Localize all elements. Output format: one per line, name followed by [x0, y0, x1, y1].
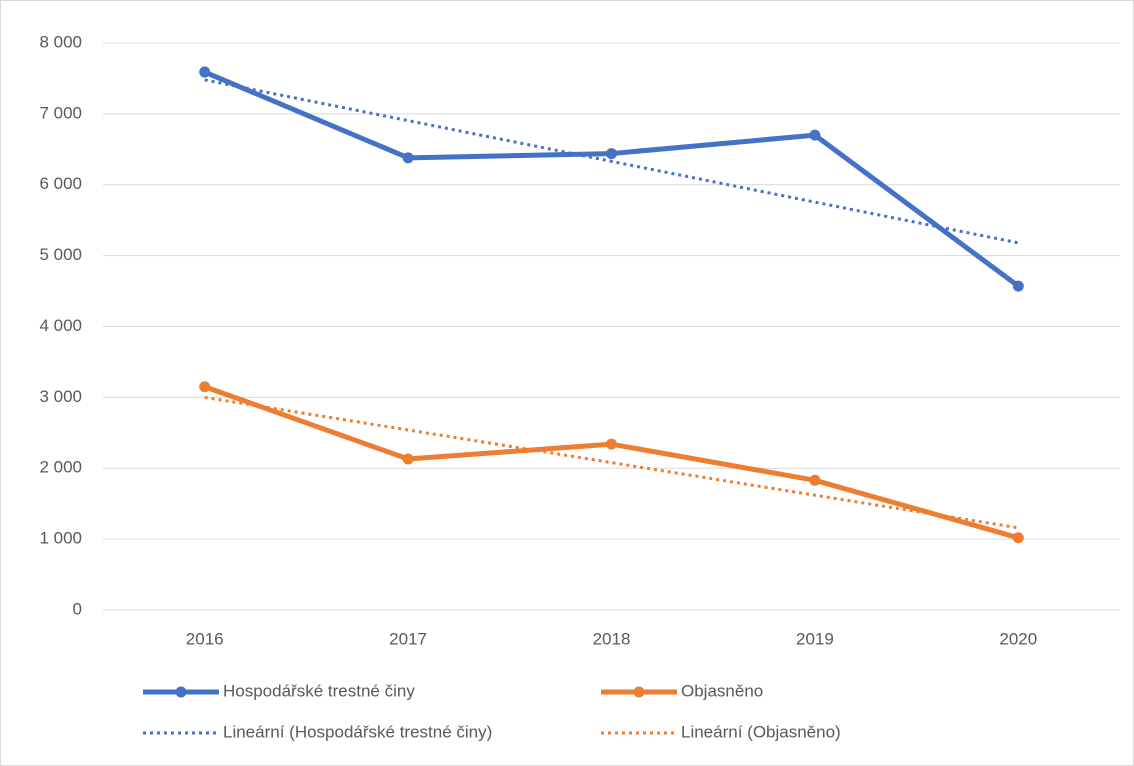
legend-label: Lineární (Hospodářské trestné činy): [223, 722, 492, 741]
trend-line: [204, 78, 1019, 245]
x-tick-label: 2019: [796, 629, 834, 648]
y-tick-label: 3 000: [39, 387, 82, 406]
point-marker: [199, 381, 211, 393]
y-tick-label: 6 000: [39, 174, 82, 193]
y-tick-label: 8 000: [39, 32, 82, 51]
legend-label: Hospodářské trestné činy: [223, 681, 415, 700]
point-marker: [606, 148, 617, 160]
x-tick-label: 2018: [593, 629, 631, 648]
point-marker: [402, 453, 414, 465]
y-tick-label: 7 000: [39, 103, 82, 122]
y-tick-label: 4 000: [39, 316, 82, 335]
point-marker: [402, 152, 414, 164]
legend-marker: [175, 686, 187, 698]
x-tick-label: 2017: [389, 629, 427, 648]
y-tick-label: 2 000: [39, 458, 82, 477]
x-tick-label: 2020: [999, 629, 1037, 648]
point-marker: [199, 66, 211, 78]
y-tick-label: 1 000: [39, 529, 82, 548]
point-marker: [1012, 532, 1024, 544]
y-tick-label: 0: [73, 599, 82, 618]
legend-marker: [633, 686, 645, 698]
trend-line: [204, 395, 1019, 530]
y-tick-label: 5 000: [39, 245, 82, 264]
legend-label: Objasněno: [681, 681, 763, 700]
x-tick-label: 2016: [186, 629, 224, 648]
point-marker: [1012, 280, 1024, 292]
legend-label: Lineární (Objasněno): [681, 722, 841, 741]
point-marker: [606, 438, 617, 450]
point-marker: [809, 474, 821, 486]
point-marker: [809, 129, 821, 141]
